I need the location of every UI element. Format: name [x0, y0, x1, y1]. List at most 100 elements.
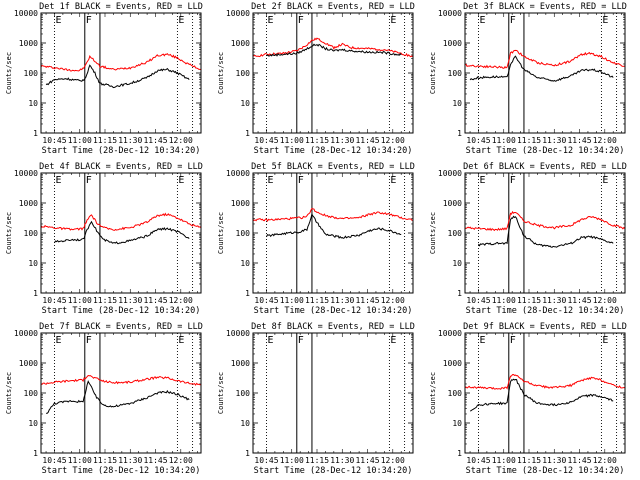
x-tick-label: 11:30: [542, 296, 566, 305]
events-rate-series: [469, 55, 614, 82]
plot-frame: [252, 332, 414, 454]
x-tick-label: 11:45: [567, 296, 591, 305]
y-tick-label: 100: [236, 69, 251, 78]
plot-frame: [40, 12, 202, 134]
y-tick-label: 100: [24, 389, 39, 398]
y-tick-label: 1: [457, 289, 462, 298]
x-tick-label: 11:15: [305, 136, 329, 145]
x-tick-label: 11:00: [68, 136, 92, 145]
y-tick-label: 100: [448, 69, 463, 78]
x-tick-label: 11:15: [517, 456, 541, 465]
events-rate-series: [46, 380, 190, 414]
time-marker-label: E: [602, 15, 608, 26]
time-marker-label: E: [479, 15, 485, 26]
x-tick-label: 12:00: [381, 136, 405, 145]
y-tick-label: 10: [240, 419, 250, 428]
y-tick-label: 1: [245, 289, 250, 298]
panel-title: Det 7f BLACK = Events, RED = LLD: [39, 322, 203, 332]
panel-title: Det 3f BLACK = Events, RED = LLD: [463, 2, 627, 12]
x-axis-label: Start Time (28-Dec-12 10:34:20): [42, 306, 201, 316]
x-axis-label: Start Time (28-Dec-12 10:34:20): [254, 306, 413, 316]
x-tick-label: 12:00: [593, 296, 617, 305]
time-marker-label: E: [55, 15, 61, 26]
y-tick-label: 100: [236, 389, 251, 398]
y-axis-label: Counts/sec: [217, 52, 225, 94]
x-tick-label: 11:30: [118, 136, 142, 145]
y-tick-label: 1000: [231, 199, 250, 208]
y-tick-label: 100: [448, 389, 463, 398]
panel-title: Det 5f BLACK = Events, RED = LLD: [251, 162, 415, 172]
detector-panel: Det 6f BLACK = Events, RED = LLD Counts/s…: [429, 162, 627, 316]
x-tick-label: 11:30: [542, 456, 566, 465]
y-tick-label: 10000: [14, 169, 38, 178]
y-tick-label: 1: [457, 129, 462, 138]
x-axis-label: Start Time (28-Dec-12 10:34:20): [466, 306, 625, 316]
y-axis-label: Counts/sec: [5, 372, 13, 414]
y-tick-label: 10000: [438, 9, 462, 18]
time-marker-label: E: [178, 335, 184, 346]
y-tick-label: 1: [245, 449, 250, 458]
x-tick-label: 11:45: [143, 296, 167, 305]
y-tick-label: 10000: [14, 9, 38, 18]
x-tick-label: 11:00: [280, 136, 304, 145]
x-tick-label: 12:00: [169, 456, 193, 465]
x-axis-label: Start Time (28-Dec-12 10:34:20): [42, 466, 201, 476]
x-tick-label: 12:00: [593, 136, 617, 145]
plot-frame: [40, 172, 202, 294]
x-axis-label: Start Time (28-Dec-12 10:34:20): [254, 466, 413, 476]
panel-title: Det 6f BLACK = Events, RED = LLD: [463, 162, 627, 172]
detector-panel: Det 5f BLACK = Events, RED = LLD Counts/s…: [217, 162, 415, 316]
time-marker-label: F: [86, 175, 92, 186]
x-axis-label: Start Time (28-Dec-12 10:34:20): [254, 146, 413, 156]
lld-rate-series: [40, 212, 202, 231]
y-tick-label: 100: [24, 69, 39, 78]
y-tick-label: 10000: [438, 169, 462, 178]
x-tick-label: 11:15: [517, 296, 541, 305]
time-marker-label: F: [298, 15, 304, 26]
y-axis-label: Counts/sec: [429, 212, 437, 254]
events-rate-series: [45, 64, 190, 89]
time-marker-label: E: [178, 15, 184, 26]
time-marker-label: E: [267, 15, 273, 26]
time-marker-label: F: [86, 15, 92, 26]
time-marker-label: E: [602, 335, 608, 346]
x-tick-label: 10:45: [42, 136, 66, 145]
panel-title: Det 4f BLACK = Events, RED = LLD: [39, 162, 203, 172]
time-marker-label: E: [479, 175, 485, 186]
x-axis-label: Start Time (28-Dec-12 10:34:20): [42, 146, 201, 156]
y-tick-label: 1: [33, 289, 38, 298]
lld-rate-series: [464, 49, 626, 69]
x-tick-label: 11:30: [330, 296, 354, 305]
y-axis-label: Counts/sec: [217, 372, 225, 414]
x-tick-label: 11:00: [492, 456, 516, 465]
plot-frame: [464, 332, 626, 454]
time-marker-label: E: [479, 335, 485, 346]
y-axis-label: Counts/sec: [429, 372, 437, 414]
x-tick-label: 10:45: [42, 296, 66, 305]
x-tick-label: 12:00: [169, 136, 193, 145]
x-tick-label: 10:45: [466, 456, 490, 465]
y-axis-label: Counts/sec: [5, 52, 13, 94]
lld-rate-series: [464, 210, 626, 232]
x-tick-label: 10:45: [254, 296, 278, 305]
detector-panel: Det 8f BLACK = Events, RED = LLD Counts/s…: [217, 322, 415, 476]
events-rate-series: [469, 378, 614, 412]
x-tick-label: 11:45: [567, 136, 591, 145]
x-tick-label: 11:00: [68, 296, 92, 305]
plot-frame: [252, 172, 414, 294]
x-tick-label: 11:00: [68, 456, 92, 465]
y-tick-label: 1000: [19, 39, 38, 48]
x-tick-label: 11:15: [305, 296, 329, 305]
x-tick-label: 11:00: [492, 296, 516, 305]
x-tick-label: 11:30: [330, 136, 354, 145]
time-marker-label: E: [55, 175, 61, 186]
time-marker-label: F: [86, 335, 92, 346]
y-tick-label: 1: [457, 449, 462, 458]
y-tick-label: 1: [33, 129, 38, 138]
y-tick-label: 10: [452, 259, 462, 268]
x-tick-label: 10:45: [466, 136, 490, 145]
lld-rate-series: [40, 53, 202, 72]
panel-title: Det 2f BLACK = Events, RED = LLD: [251, 2, 415, 12]
x-tick-label: 12:00: [381, 456, 405, 465]
